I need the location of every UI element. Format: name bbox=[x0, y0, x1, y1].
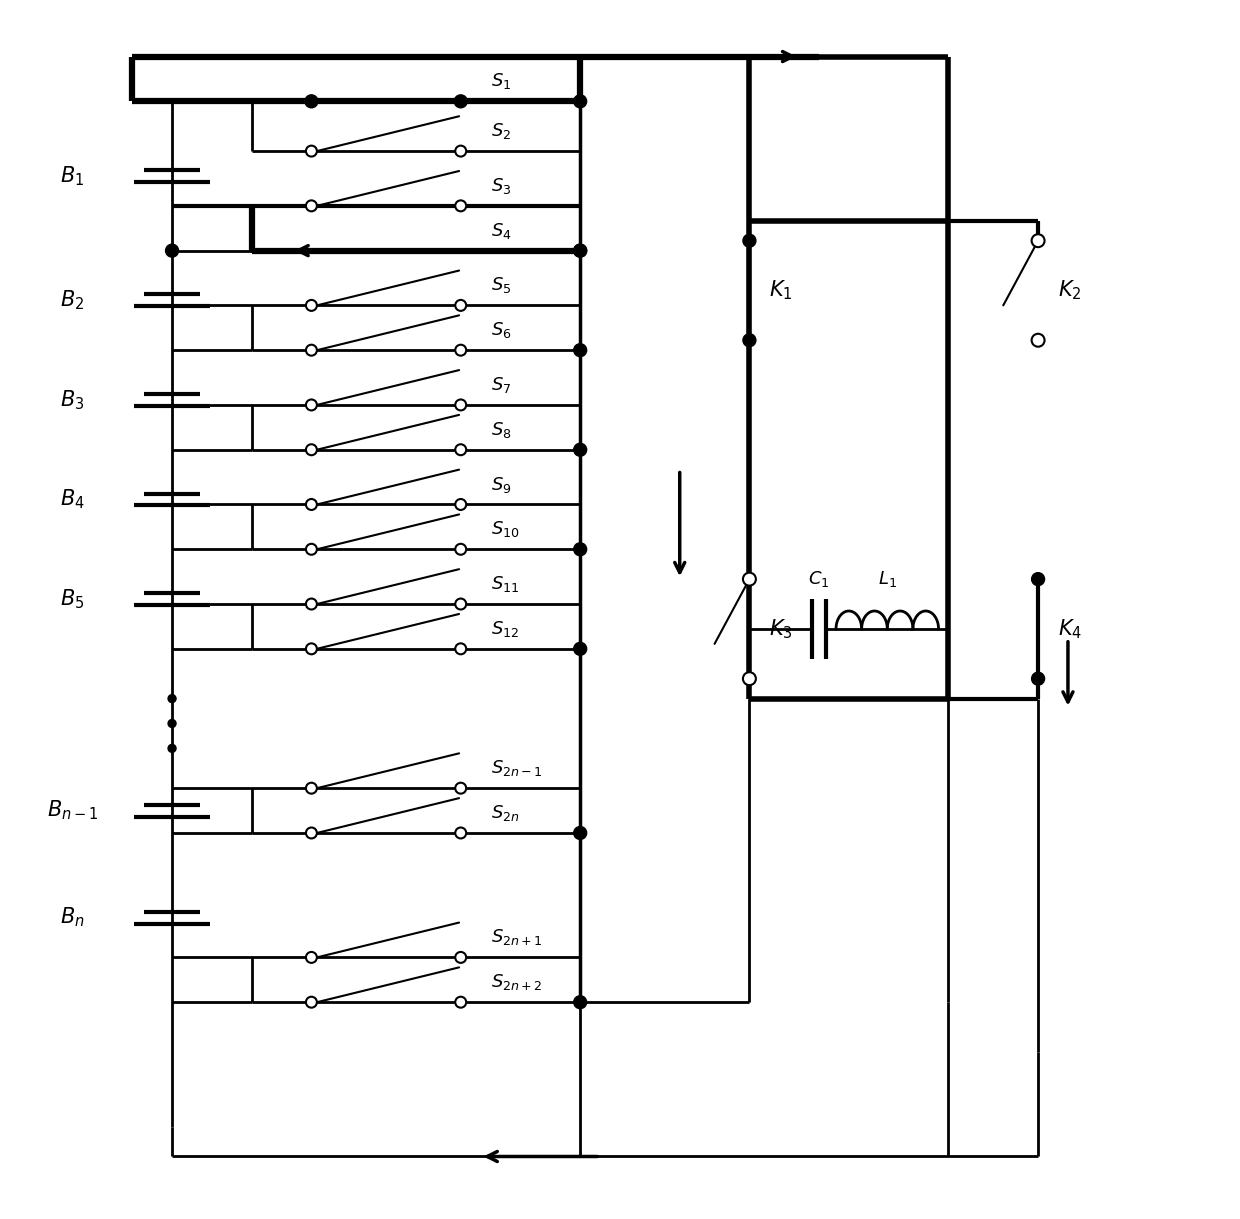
Circle shape bbox=[455, 952, 466, 963]
Circle shape bbox=[574, 542, 587, 556]
Circle shape bbox=[306, 997, 317, 1008]
Circle shape bbox=[169, 695, 176, 702]
Circle shape bbox=[1032, 672, 1044, 685]
Text: $B_1$: $B_1$ bbox=[61, 165, 84, 188]
Text: $C_1$: $C_1$ bbox=[808, 569, 830, 589]
Circle shape bbox=[455, 828, 466, 839]
Text: $S_3$: $S_3$ bbox=[491, 176, 511, 196]
Circle shape bbox=[574, 95, 587, 107]
Circle shape bbox=[743, 234, 756, 247]
Circle shape bbox=[455, 783, 466, 794]
Text: $K_4$: $K_4$ bbox=[1058, 617, 1083, 641]
Circle shape bbox=[306, 200, 317, 211]
Text: $S_4$: $S_4$ bbox=[491, 221, 511, 240]
Circle shape bbox=[166, 244, 179, 257]
Circle shape bbox=[306, 400, 317, 411]
Text: $K_1$: $K_1$ bbox=[769, 279, 792, 302]
Text: $K_2$: $K_2$ bbox=[1058, 279, 1081, 302]
Circle shape bbox=[574, 996, 587, 1008]
Circle shape bbox=[305, 95, 317, 107]
Text: $S_2$: $S_2$ bbox=[491, 121, 511, 141]
Circle shape bbox=[306, 599, 317, 610]
Circle shape bbox=[455, 499, 466, 510]
Circle shape bbox=[574, 642, 587, 656]
Text: $S_6$: $S_6$ bbox=[491, 321, 511, 340]
Circle shape bbox=[306, 544, 317, 555]
Circle shape bbox=[574, 444, 587, 456]
Text: $B_5$: $B_5$ bbox=[61, 588, 84, 611]
Text: $S_9$: $S_9$ bbox=[491, 474, 511, 495]
Circle shape bbox=[306, 644, 317, 655]
Circle shape bbox=[574, 344, 587, 357]
Circle shape bbox=[743, 672, 756, 685]
Text: $B_2$: $B_2$ bbox=[61, 289, 84, 312]
Circle shape bbox=[306, 444, 317, 455]
Text: $S_8$: $S_8$ bbox=[491, 419, 511, 440]
Circle shape bbox=[455, 644, 466, 655]
Text: $S_1$: $S_1$ bbox=[491, 72, 511, 91]
Circle shape bbox=[1032, 573, 1044, 585]
Text: $S_{2n-1}$: $S_{2n-1}$ bbox=[491, 758, 542, 778]
Circle shape bbox=[1032, 334, 1044, 346]
Text: $S_{2n+1}$: $S_{2n+1}$ bbox=[491, 928, 542, 947]
Circle shape bbox=[1032, 234, 1044, 247]
Text: $S_{10}$: $S_{10}$ bbox=[491, 519, 520, 539]
Text: $B_{n-1}$: $B_{n-1}$ bbox=[47, 798, 98, 823]
Circle shape bbox=[574, 244, 587, 257]
Circle shape bbox=[169, 745, 176, 752]
Text: $S_{2n}$: $S_{2n}$ bbox=[491, 803, 520, 823]
Text: $S_{12}$: $S_{12}$ bbox=[491, 619, 518, 639]
Circle shape bbox=[455, 345, 466, 356]
Circle shape bbox=[306, 145, 317, 156]
Circle shape bbox=[455, 200, 466, 211]
Circle shape bbox=[169, 719, 176, 728]
Circle shape bbox=[455, 599, 466, 610]
Circle shape bbox=[306, 499, 317, 510]
Circle shape bbox=[306, 300, 317, 311]
Text: $B_3$: $B_3$ bbox=[61, 388, 84, 412]
Text: $B_n$: $B_n$ bbox=[61, 906, 84, 929]
Text: $L_1$: $L_1$ bbox=[878, 569, 897, 589]
Circle shape bbox=[454, 95, 467, 107]
Circle shape bbox=[743, 573, 756, 585]
Circle shape bbox=[455, 997, 466, 1008]
Circle shape bbox=[306, 783, 317, 794]
Text: $S_{2n+2}$: $S_{2n+2}$ bbox=[491, 973, 542, 992]
Text: $S_7$: $S_7$ bbox=[491, 375, 511, 395]
Circle shape bbox=[455, 400, 466, 411]
Circle shape bbox=[743, 334, 756, 346]
Text: $S_{11}$: $S_{11}$ bbox=[491, 574, 518, 594]
Text: $B_4$: $B_4$ bbox=[61, 488, 84, 511]
Circle shape bbox=[574, 826, 587, 840]
Circle shape bbox=[455, 145, 466, 156]
Text: $K_3$: $K_3$ bbox=[769, 617, 794, 641]
Circle shape bbox=[306, 828, 317, 839]
Circle shape bbox=[306, 952, 317, 963]
Circle shape bbox=[574, 244, 587, 257]
Text: $S_5$: $S_5$ bbox=[491, 275, 511, 295]
Circle shape bbox=[455, 544, 466, 555]
Circle shape bbox=[455, 444, 466, 455]
Circle shape bbox=[455, 300, 466, 311]
Circle shape bbox=[306, 345, 317, 356]
